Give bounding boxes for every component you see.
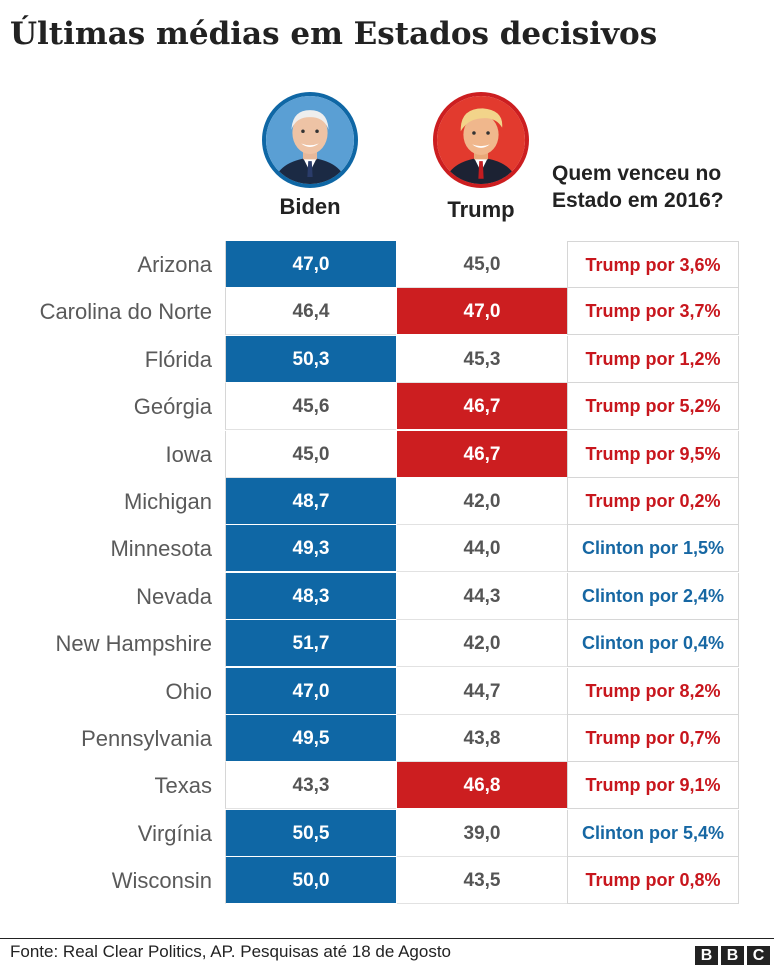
state-label: Flórida: [144, 346, 212, 372]
table-row: Ohio 47,0 44,7 Trump por 8,2%: [0, 667, 774, 715]
winner-2016-cell: Trump por 8,2%: [567, 667, 739, 715]
winner-2016-cell: Clinton por 2,4%: [567, 572, 739, 620]
biden-value-cell: 48,3: [225, 572, 396, 620]
state-label: New Hampshire: [55, 631, 213, 657]
biden-value-cell: 51,7: [225, 620, 396, 668]
table-row: Arizona 47,0 45,0 Trump por 3,6%: [0, 241, 774, 288]
trump-value-cell: 46,7: [397, 383, 568, 431]
table-row: Wisconsin 50,0 43,5 Trump por 0,8%: [0, 857, 774, 905]
table-row: New Hampshire 51,7 42,0 Clinton por 0,4%: [0, 620, 774, 668]
state-label: Minnesota: [110, 536, 212, 562]
table-row: Flórida 50,3 45,3 Trump por 1,2%: [0, 335, 774, 383]
winner-2016-cell: Trump por 3,6%: [567, 241, 739, 288]
trump-value-cell: 45,3: [397, 335, 568, 383]
bbc-logo-letter: C: [747, 946, 770, 965]
table-row: Nevada 48,3 44,3 Clinton por 2,4%: [0, 572, 774, 620]
chart-title: Últimas médias em Estados decisivos: [10, 16, 658, 52]
winner-2016-header-line2: Estado em 2016?: [552, 189, 724, 212]
table-row: Iowa 45,0 46,7 Trump por 9,5%: [0, 430, 774, 478]
winner-2016-cell: Clinton por 0,4%: [567, 620, 739, 668]
trump-column-header: Trump: [447, 197, 515, 222]
bbc-logo-letter: B: [695, 946, 718, 965]
trump-value-cell: 44,0: [397, 525, 568, 573]
state-label: Wisconsin: [111, 868, 212, 894]
biden-value-cell: 48,7: [225, 478, 396, 525]
trump-value-cell: 46,8: [397, 762, 568, 810]
footer-divider: [0, 938, 774, 939]
biden-value-cell: 46,4: [225, 288, 396, 336]
winner-2016-cell: Clinton por 1,5%: [567, 525, 739, 573]
bbc-logo-letter: B: [721, 946, 744, 965]
biden-value-cell: 50,3: [225, 335, 396, 383]
winner-2016-cell: Trump por 9,1%: [567, 762, 739, 810]
winner-2016-cell: Trump por 9,5%: [567, 430, 739, 478]
state-label: Arizona: [137, 252, 212, 277]
winner-2016-cell: Trump por 5,2%: [567, 383, 739, 431]
state-label: Ohio: [165, 678, 212, 704]
table-row: Carolina do Norte 46,4 47,0 Trump por 3,7%: [0, 288, 774, 336]
table-row: Geórgia 45,6 46,7 Trump por 5,2%: [0, 383, 774, 431]
winner-2016-cell: Trump por 0,7%: [567, 715, 739, 762]
table-row: Michigan 48,7 42,0 Trump por 0,2%: [0, 478, 774, 525]
biden-value-cell: 49,5: [225, 715, 396, 762]
table-row: Texas 43,3 46,8 Trump por 9,1%: [0, 762, 774, 810]
biden-avatar: [262, 92, 358, 188]
table-row: Pennsylvania 49,5 43,8 Trump por 0,7%: [0, 715, 774, 762]
trump-value-cell: 43,5: [397, 857, 568, 905]
winner-2016-cell: Trump por 1,2%: [567, 335, 739, 383]
winner-2016-cell: Trump por 0,2%: [567, 478, 739, 525]
bbc-logo: B B C: [695, 946, 770, 965]
biden-column-header: Biden: [279, 194, 341, 219]
state-label: Nevada: [136, 583, 212, 609]
source-note: Fonte: Real Clear Politics, AP. Pesquisa…: [10, 942, 452, 961]
trump-value-cell: 42,0: [397, 620, 568, 668]
state-label: Carolina do Norte: [39, 299, 212, 325]
biden-value-cell: 47,0: [225, 241, 396, 288]
winner-2016-cell: Trump por 0,8%: [567, 857, 739, 905]
state-label: Texas: [154, 773, 212, 799]
biden-portrait-icon: [266, 96, 354, 184]
biden-value-cell: 50,0: [225, 857, 396, 905]
state-label: Pennsylvania: [81, 726, 212, 751]
state-label: Geórgia: [133, 394, 212, 420]
state-label: Virgínia: [137, 820, 212, 846]
winner-2016-header: Quem venceu no Estado em 2016?: [552, 160, 752, 214]
biden-value-cell: 50,5: [225, 809, 396, 857]
biden-value-cell: 43,3: [225, 762, 396, 810]
trump-value-cell: 46,7: [397, 430, 568, 478]
table-row: Minnesota 49,3 44,0 Clinton por 1,5%: [0, 525, 774, 573]
trump-value-cell: 45,0: [397, 241, 568, 288]
winner-2016-cell: Clinton por 5,4%: [567, 809, 739, 857]
winner-2016-header-line1: Quem venceu no: [552, 162, 722, 185]
biden-value-cell: 45,6: [225, 383, 396, 431]
trump-value-cell: 39,0: [397, 809, 568, 857]
trump-avatar: [433, 92, 529, 188]
trump-value-cell: 43,8: [397, 715, 568, 762]
trump-value-cell: 44,3: [397, 572, 568, 620]
state-label: Iowa: [165, 441, 212, 467]
biden-value-cell: 47,0: [225, 667, 396, 715]
table-row: Virgínia 50,5 39,0 Clinton por 5,4%: [0, 809, 774, 857]
trump-value-cell: 47,0: [397, 288, 568, 336]
state-label: Michigan: [123, 489, 212, 514]
biden-value-cell: 45,0: [225, 430, 396, 478]
trump-value-cell: 42,0: [397, 478, 568, 525]
winner-2016-cell: Trump por 3,7%: [567, 288, 739, 336]
biden-value-cell: 49,3: [225, 525, 396, 573]
trump-portrait-icon: [437, 96, 525, 184]
trump-value-cell: 44,7: [397, 667, 568, 715]
